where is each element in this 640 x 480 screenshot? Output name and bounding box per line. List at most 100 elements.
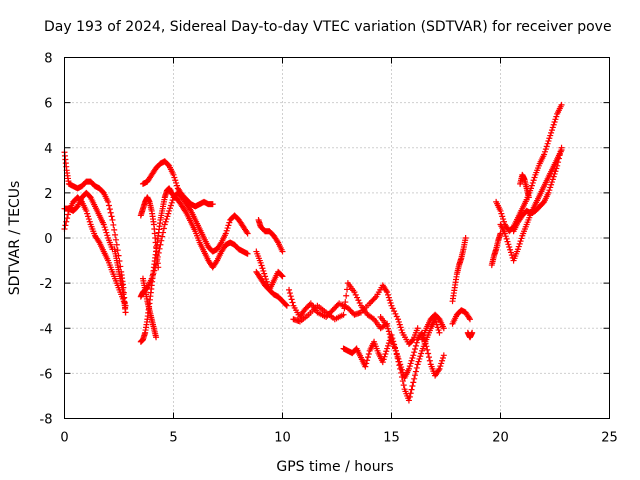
data-point <box>182 208 189 215</box>
data-point <box>64 211 71 218</box>
data-point <box>279 248 286 255</box>
data-point <box>165 210 172 217</box>
data-point <box>187 206 194 213</box>
data-point <box>330 305 337 312</box>
data-point <box>516 240 523 247</box>
data-point <box>515 243 522 250</box>
data-point <box>549 176 556 183</box>
data-point <box>278 272 285 279</box>
data-point <box>555 155 562 162</box>
data-point <box>286 286 293 293</box>
series-arc-s <box>449 235 469 305</box>
data-point <box>385 342 392 349</box>
data-point <box>107 209 114 216</box>
x-tick-label: 0 <box>60 431 68 446</box>
data-point <box>366 300 373 307</box>
data-point <box>348 309 355 316</box>
data-point <box>150 270 157 277</box>
data-point <box>105 202 112 209</box>
data-point <box>369 297 376 304</box>
data-point <box>418 350 425 357</box>
data-point <box>525 194 532 201</box>
y-tick-label: 6 <box>44 97 52 112</box>
data-point <box>410 379 417 386</box>
data-point <box>95 238 102 245</box>
data-point <box>398 369 405 376</box>
data-point <box>301 307 308 314</box>
data-point <box>542 146 549 153</box>
series-arc-w <box>497 147 565 264</box>
data-point <box>386 297 393 304</box>
axis-ticks <box>64 57 610 419</box>
data-point <box>340 311 347 318</box>
data-point <box>173 182 180 189</box>
data-point <box>103 229 110 236</box>
data-point <box>385 294 392 301</box>
series-arc-h <box>137 194 162 271</box>
x-tick-labels: 0 5 10 15 20 25 <box>60 431 617 446</box>
data-point <box>439 355 446 362</box>
data-point <box>64 215 71 222</box>
data-point <box>173 179 180 186</box>
data-point <box>410 352 417 359</box>
data-point <box>414 361 421 368</box>
data-point <box>500 218 507 225</box>
data-point <box>363 360 370 367</box>
data-point <box>541 151 548 158</box>
data-point <box>395 318 402 325</box>
data-point <box>113 241 120 248</box>
data-point <box>545 137 552 144</box>
data-point <box>259 265 266 272</box>
data-point <box>391 308 398 315</box>
data-point <box>392 347 399 354</box>
data-point <box>434 324 441 331</box>
data-point <box>153 334 160 341</box>
data-point <box>505 241 512 248</box>
data-point <box>354 294 361 301</box>
data-point <box>385 328 392 335</box>
data-point <box>389 305 396 312</box>
data-point <box>548 179 555 186</box>
data-point <box>364 357 371 364</box>
data-point <box>405 365 412 372</box>
data-point <box>155 264 162 271</box>
data-point <box>222 230 229 237</box>
data-point <box>100 221 107 228</box>
data-point <box>343 292 350 299</box>
data-point <box>260 267 267 274</box>
data-point <box>258 262 265 269</box>
data-point <box>383 287 390 294</box>
data-point <box>370 296 377 303</box>
data-point <box>544 140 551 147</box>
data-point <box>432 318 439 325</box>
data-point <box>213 258 220 265</box>
data-point <box>501 230 508 237</box>
data-point <box>289 299 296 306</box>
y-tick-label: -8 <box>40 413 53 428</box>
data-point <box>384 345 391 352</box>
x-axis-label: GPS time / hours <box>276 459 393 475</box>
y-tick-label: -4 <box>40 322 53 337</box>
data-point <box>425 354 432 361</box>
data-point <box>541 148 548 155</box>
data-point <box>556 151 563 158</box>
data-point <box>398 327 405 334</box>
data-point <box>151 267 158 274</box>
data-point <box>517 238 524 245</box>
data-point <box>217 240 224 247</box>
data-point <box>379 359 386 366</box>
data-point <box>170 171 177 178</box>
data-point <box>333 303 340 310</box>
data-point <box>397 365 404 372</box>
data-point <box>433 321 440 328</box>
data-point <box>546 135 553 142</box>
data-point <box>164 213 171 220</box>
data-point <box>352 291 359 298</box>
data-point <box>502 233 509 240</box>
data-point <box>499 213 506 220</box>
data-point <box>395 358 402 365</box>
data-point <box>347 307 354 314</box>
y-axis-label: SDTVAR / TECUs <box>7 181 23 296</box>
data-point <box>437 363 444 370</box>
data-point <box>385 340 392 347</box>
